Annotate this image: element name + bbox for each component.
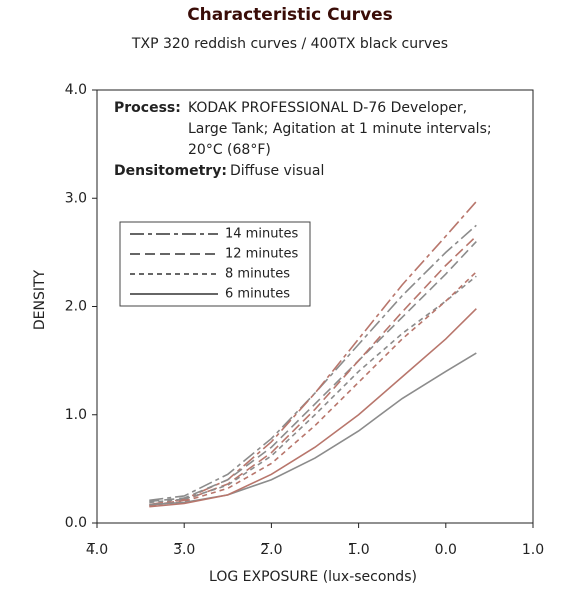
y-tick-label: 0.0 <box>65 515 87 531</box>
curve <box>149 235 477 507</box>
process-line: KODAK PROFESSIONAL D-76 Developer, <box>188 100 467 116</box>
densitometry-text: Diffuse visual <box>230 163 324 179</box>
process-label: Process: <box>114 100 181 116</box>
x-tick-label: 1̅.0 <box>347 542 369 558</box>
x-tick-label: 4̅.0 <box>86 542 108 558</box>
legend-label: 8 minutes <box>225 267 290 282</box>
curve <box>149 352 477 506</box>
legend-box <box>119 221 311 307</box>
y-tick-label: 2.0 <box>65 299 87 315</box>
process-line: Large Tank; Agitation at 1 minute interv… <box>188 121 492 137</box>
curve <box>149 275 477 504</box>
legend-label: 12 minutes <box>225 247 299 262</box>
curve <box>149 308 477 508</box>
legend-label: 6 minutes <box>225 287 290 302</box>
curve <box>149 241 477 503</box>
y-tick-label: 4.0 <box>65 82 87 98</box>
y-tick-label: 1.0 <box>65 407 87 423</box>
curve <box>149 271 477 507</box>
densitometry-label: Densitometry: <box>114 163 227 179</box>
y-tick-label: 3.0 <box>65 190 87 206</box>
chart-title: Characteristic Curves <box>187 5 393 25</box>
x-tick-label: 0.0 <box>435 542 457 558</box>
process-line: 20°C (68°F) <box>188 142 271 158</box>
x-tick-label: 2̅.0 <box>260 542 282 558</box>
curve <box>149 224 477 502</box>
chart-subtitle: TXP 320 reddish curves / 400TX black cur… <box>131 36 448 52</box>
x-axis-label: LOG EXPOSURE (lux-seconds) <box>209 569 417 585</box>
legend-label: 14 minutes <box>225 227 299 242</box>
x-tick-label: 1.0 <box>522 542 544 558</box>
y-axis-label: DENSITY <box>32 269 48 330</box>
x-tick-label: 3̅.0 <box>173 542 195 558</box>
